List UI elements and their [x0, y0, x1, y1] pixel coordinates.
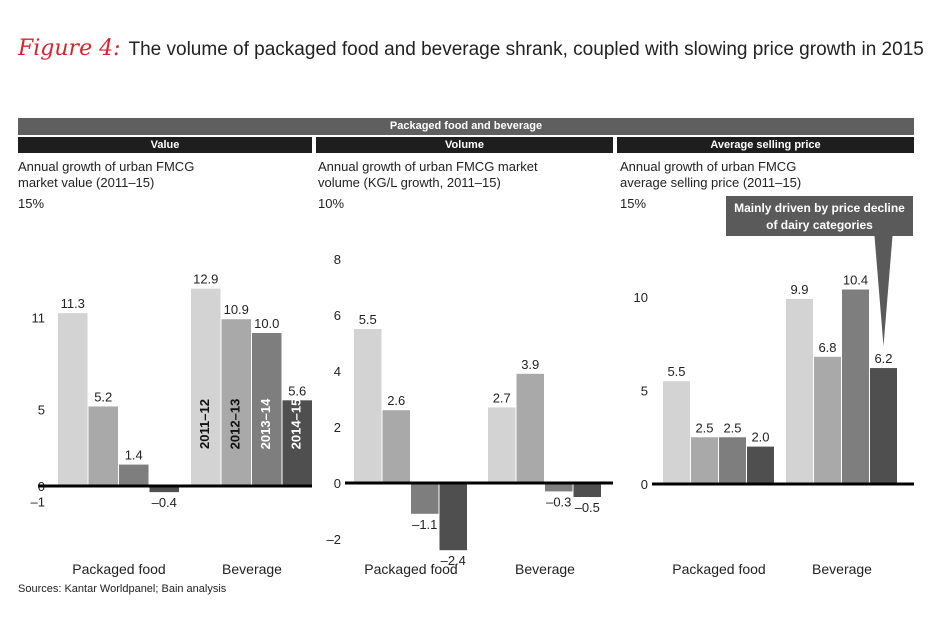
data-label: –2.4: [441, 553, 466, 568]
data-label: –0.4: [152, 495, 177, 510]
data-label: –1.1: [412, 517, 437, 532]
data-label: 10.0: [254, 316, 279, 331]
bar: [221, 319, 251, 486]
data-label: 6.8: [818, 340, 836, 355]
bar: [252, 333, 282, 486]
bar: [354, 329, 382, 483]
category-label: Packaged food: [72, 561, 165, 577]
bar: [786, 298, 813, 484]
callout-text: of dairy categories: [766, 218, 873, 232]
ymax-label-value: 15%: [18, 196, 45, 211]
series-label: 2012–13: [228, 399, 243, 450]
bar: [439, 483, 467, 551]
y-tick-label: 5: [641, 384, 648, 399]
y-tick-label: 8: [334, 252, 341, 267]
data-label: 11.3: [61, 296, 85, 311]
chart-title: Figure 4: The volume of packaged food and…: [18, 36, 924, 61]
bar: [382, 410, 410, 483]
callout-box: [726, 196, 913, 347]
data-label: 3.9: [521, 357, 539, 372]
y-tick-label: 6: [334, 308, 341, 323]
bar: [411, 483, 439, 514]
subtitle-line: volume (KG/L growth, 2011–15): [318, 175, 501, 190]
data-label: 5.5: [667, 364, 685, 379]
data-label: 12.9: [193, 272, 218, 287]
panel-header-price: Average selling price: [617, 137, 914, 153]
bar: [870, 368, 897, 484]
panel-header-value: Value: [18, 137, 312, 153]
source-note: Sources: Kantar Worldpanel; Bain analysi…: [18, 583, 227, 595]
y-tick-label: –2: [327, 532, 341, 547]
subtitle-line: Annual growth of urban FMCG: [620, 159, 797, 174]
subtitle-line: Annual growth of urban FMCG: [18, 159, 195, 174]
bar: [545, 483, 573, 492]
data-label: 2.0: [751, 430, 769, 445]
data-label: 2.5: [695, 420, 713, 435]
bar: [282, 400, 312, 486]
data-label: 1.4: [125, 448, 143, 463]
subtitle-line: Annual growth of urban FMCG market: [318, 159, 538, 174]
data-label: 10.9: [224, 302, 249, 317]
data-label: –0.5: [575, 500, 600, 515]
ymax-label-volume: 10%: [318, 196, 345, 211]
ymax-label-price: 15%: [620, 196, 647, 211]
category-label: Beverage: [515, 561, 575, 577]
bar: [719, 437, 746, 484]
panel-subtitle-price: Annual growth of urban FMCG average sell…: [620, 159, 801, 191]
bar: [516, 373, 544, 483]
bar: [58, 313, 88, 486]
bar: [842, 289, 869, 484]
category-label: Beverage: [812, 561, 872, 577]
bar: [191, 288, 221, 486]
y-tick-label: 4: [334, 364, 341, 379]
bar: [747, 446, 774, 484]
data-label: 5.6: [288, 383, 306, 398]
series-label: 2014–15: [289, 399, 304, 450]
data-label: 5.2: [94, 389, 112, 404]
data-label: 2.5: [723, 420, 741, 435]
y-tick-label: 0: [334, 476, 341, 491]
data-label: 2.7: [493, 390, 511, 405]
category-label: Packaged food: [364, 561, 457, 577]
bar: [488, 407, 516, 483]
series-label: 2013–14: [258, 398, 273, 449]
category-label: Packaged food: [672, 561, 765, 577]
subtitle-line: average selling price (2011–15): [620, 175, 802, 190]
figure-label: Figure 4:: [18, 36, 121, 61]
subtitle-line: market value (2011–15): [18, 175, 155, 190]
y-tick-label: –1: [31, 494, 45, 509]
data-label: 9.9: [790, 282, 808, 297]
bar: [149, 486, 179, 493]
bar: [814, 356, 841, 484]
y-tick-label: 10: [634, 290, 648, 305]
category-label: Beverage: [222, 561, 282, 577]
data-label: 6.2: [874, 351, 892, 366]
bar: [573, 483, 601, 497]
bar: [663, 381, 690, 484]
y-tick-label: 0: [641, 477, 648, 492]
data-label: –0.3: [546, 494, 571, 509]
bar: [119, 464, 149, 486]
y-tick-label: 11: [32, 311, 46, 326]
bar: [691, 437, 718, 484]
panel-subtitle-value: Annual growth of urban FMCG market value…: [18, 159, 194, 191]
data-label: 10.4: [843, 273, 868, 288]
panel-header-volume: Volume: [316, 137, 613, 153]
y-tick-label: 2: [334, 420, 341, 435]
data-label: 5.5: [359, 312, 377, 327]
chart-panel-2: 0 5 10 5.5 2.5 2.5 2.0 Packaged food 9.9 6.8 10.4 6…: [634, 196, 914, 577]
title-text: The volume of packaged food and beverage…: [128, 39, 924, 60]
section-banner: Packaged food and beverage: [18, 118, 914, 135]
callout-text: Mainly driven by price decline: [734, 201, 905, 215]
series-label: 2011–12: [197, 399, 212, 449]
data-label: 2.6: [387, 393, 405, 408]
panel-subtitle-volume: Annual growth of urban FMCG market volum…: [318, 159, 538, 191]
bar: [88, 406, 118, 486]
y-tick-label: 5: [38, 403, 45, 418]
